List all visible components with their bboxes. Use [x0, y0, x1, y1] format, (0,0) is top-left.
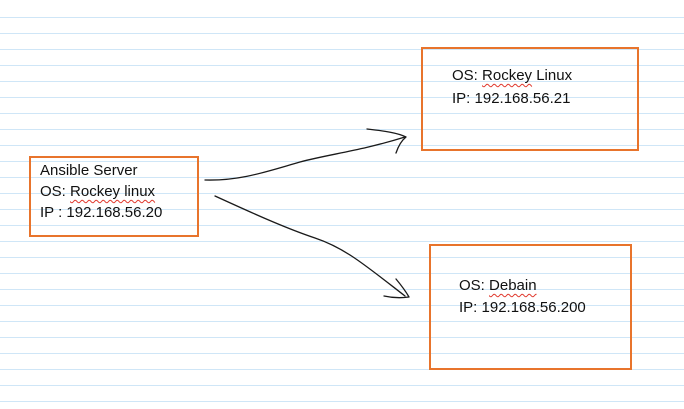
ansible-server-ip: IP : 192.168.56.20 [40, 204, 163, 221]
arrow-to-debian-target [214, 195, 406, 297]
ansible-server-os-label: OS: [40, 183, 71, 200]
debian-target-os-label: OS: [459, 277, 490, 294]
rocky-target-box: OS: Rockey Linux IP: 192.168.56.21 [421, 47, 639, 151]
ansible-server-title: Ansible Server [40, 162, 138, 179]
debian-target-os-value: Debain [489, 277, 537, 294]
rocky-target-ip: IP: 192.168.56.21 [452, 90, 571, 107]
arrow-to-rocky-target [204, 136, 406, 181]
ansible-server-os-value: Rockey linux [70, 183, 156, 200]
arrow-head-debian-target [383, 278, 410, 299]
ansible-server-box: Ansible Server OS: Rockey linux IP : 192… [29, 156, 199, 237]
debian-target-os: OS: Debain [459, 276, 537, 296]
ansible-server-os: OS: Rockey linux [40, 182, 155, 202]
rocky-target-os-label: OS: [452, 67, 483, 84]
rocky-target-os-suffix: Linux [532, 67, 573, 84]
rocky-target-os-value: Rockey [482, 67, 533, 84]
debian-target-ip: IP: 192.168.56.200 [459, 299, 586, 316]
rocky-target-os: OS: Rockey Linux [452, 66, 572, 86]
debian-target-box: OS: Debain IP: 192.168.56.200 [429, 244, 632, 370]
arrow-head-rocky-target [366, 128, 407, 154]
